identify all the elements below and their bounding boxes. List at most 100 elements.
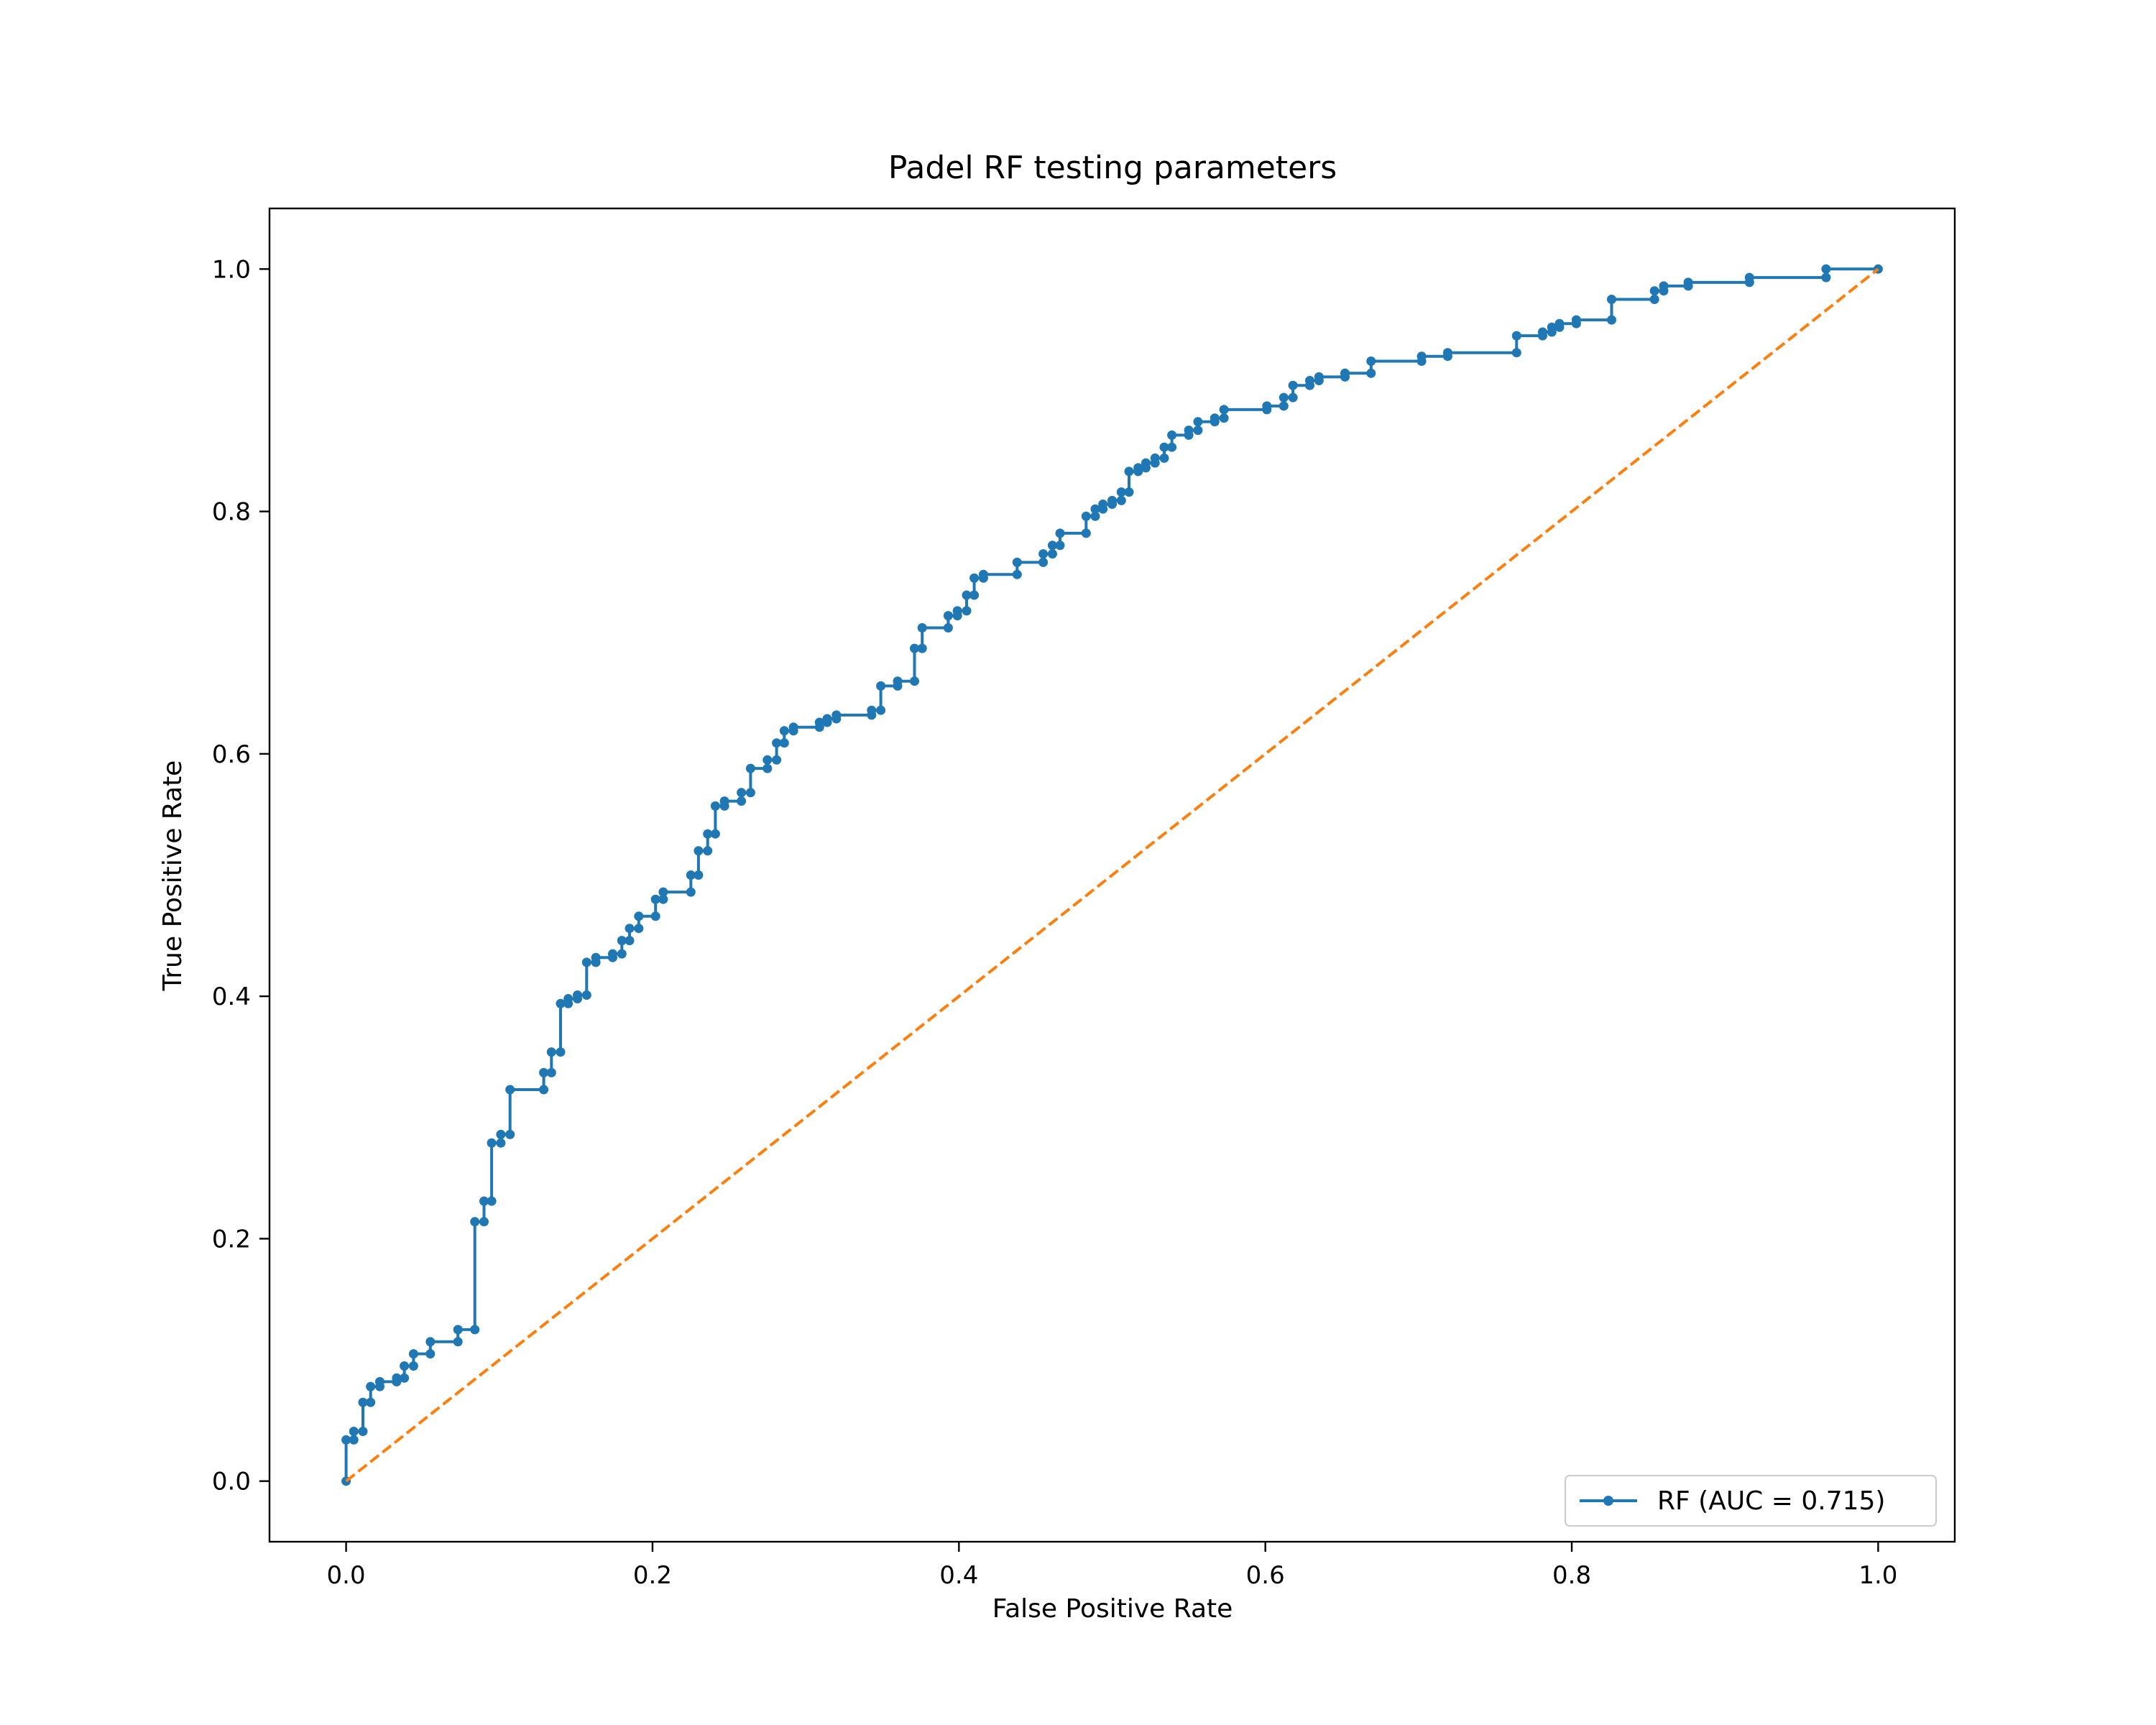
roc-point — [1821, 264, 1831, 274]
roc-point — [917, 623, 927, 632]
roc-point — [1659, 281, 1669, 291]
roc-point — [1288, 380, 1298, 390]
roc-point — [546, 1047, 556, 1057]
roc-point — [1744, 272, 1754, 282]
roc-point — [772, 755, 782, 765]
axis-ticks: 0.0 0.2 0.4 0.6 0.8 1.0 0.0 0.2 0.4 0.6 0.8 1.0 — [212, 255, 1898, 1590]
roc-point — [1116, 487, 1126, 497]
roc-point — [788, 722, 798, 732]
roc-point — [479, 1217, 489, 1227]
roc-point — [962, 590, 972, 600]
roc-point — [1821, 272, 1831, 282]
roc-point — [581, 990, 591, 1000]
roc-point — [703, 829, 713, 839]
roc-point — [556, 1047, 566, 1057]
x-tick-label: 0.2 — [633, 1561, 672, 1590]
roc-point — [779, 726, 789, 736]
roc-point — [910, 676, 919, 686]
roc-point — [969, 573, 980, 583]
roc-point — [962, 606, 972, 616]
roc-point — [710, 829, 720, 839]
roc-point — [408, 1349, 418, 1359]
roc-point — [686, 870, 696, 880]
roc-point — [814, 717, 824, 727]
x-tick-label: 0.0 — [327, 1561, 366, 1590]
roc-point — [341, 1435, 351, 1445]
axes-frame — [268, 207, 1956, 1543]
roc-point — [1547, 322, 1557, 332]
roc-point — [1090, 504, 1100, 514]
roc-point — [1055, 528, 1065, 538]
legend-label-rf: RF (AUC = 0.715) — [1657, 1486, 1885, 1516]
roc-point — [1366, 368, 1376, 378]
roc-point — [1184, 426, 1194, 436]
roc-point — [969, 590, 980, 600]
chart-title: Padel RF testing parameters — [888, 150, 1337, 186]
chance-diagonal-line — [345, 267, 1879, 1483]
roc-point — [1012, 569, 1022, 579]
roc-point — [539, 1085, 549, 1095]
roc-point — [658, 894, 668, 904]
roc-point — [763, 763, 773, 773]
roc-point — [1262, 401, 1272, 411]
roc-point — [1210, 413, 1220, 423]
roc-point — [1305, 376, 1314, 385]
roc-point — [650, 911, 660, 921]
roc-point — [686, 887, 696, 897]
roc-point — [1607, 295, 1616, 304]
roc-point — [867, 705, 877, 715]
roc-point — [453, 1337, 463, 1347]
roc-point — [539, 1067, 549, 1077]
roc-point — [763, 755, 773, 765]
roc-point — [1047, 549, 1057, 559]
roc-point — [719, 796, 729, 806]
roc-point — [1279, 401, 1289, 411]
roc-point — [608, 949, 617, 959]
roc-point — [1314, 372, 1324, 382]
roc-point — [650, 894, 660, 904]
roc-point — [876, 705, 886, 715]
roc-point — [910, 643, 919, 653]
roc-point — [1219, 413, 1229, 423]
roc-point — [737, 796, 747, 806]
roc-point — [479, 1196, 489, 1206]
roc-point — [581, 957, 591, 967]
roc-point — [694, 846, 704, 856]
roc-point — [1055, 540, 1065, 551]
roc-point — [952, 606, 962, 616]
roc-point — [917, 643, 927, 653]
roc-point — [1116, 495, 1126, 505]
roc-point — [893, 676, 903, 686]
roc-point — [745, 788, 755, 798]
y-tick-label: 0.2 — [212, 1225, 251, 1254]
roc-point — [425, 1337, 436, 1347]
roc-point — [1081, 511, 1091, 521]
roc-point — [349, 1435, 359, 1445]
roc-point — [1124, 466, 1134, 477]
roc-point — [658, 887, 668, 897]
roc-point — [779, 738, 789, 748]
roc-point — [1012, 557, 1022, 567]
roc-point — [1159, 453, 1169, 463]
roc-point — [1047, 540, 1057, 551]
roc-point — [1538, 327, 1547, 337]
x-axis-label: False Positive Rate — [992, 1594, 1233, 1624]
roc-point — [1554, 318, 1565, 328]
roc-point — [634, 911, 644, 921]
roc-point — [1133, 463, 1143, 473]
roc-point — [694, 870, 704, 880]
roc-point — [1649, 295, 1659, 304]
roc-point — [634, 924, 644, 934]
roc-point — [505, 1085, 515, 1095]
legend-marker-rf — [1603, 1496, 1613, 1506]
roc-point — [943, 611, 953, 621]
roc-point — [1416, 351, 1427, 362]
roc-point — [1141, 458, 1151, 468]
roc-point — [710, 801, 720, 811]
roc-point — [591, 952, 601, 962]
y-tick-label: 0.6 — [212, 740, 251, 769]
y-tick-label: 0.8 — [212, 498, 251, 527]
y-tick-label: 1.0 — [212, 255, 251, 284]
roc-point — [625, 924, 635, 934]
roc-point — [617, 936, 627, 946]
